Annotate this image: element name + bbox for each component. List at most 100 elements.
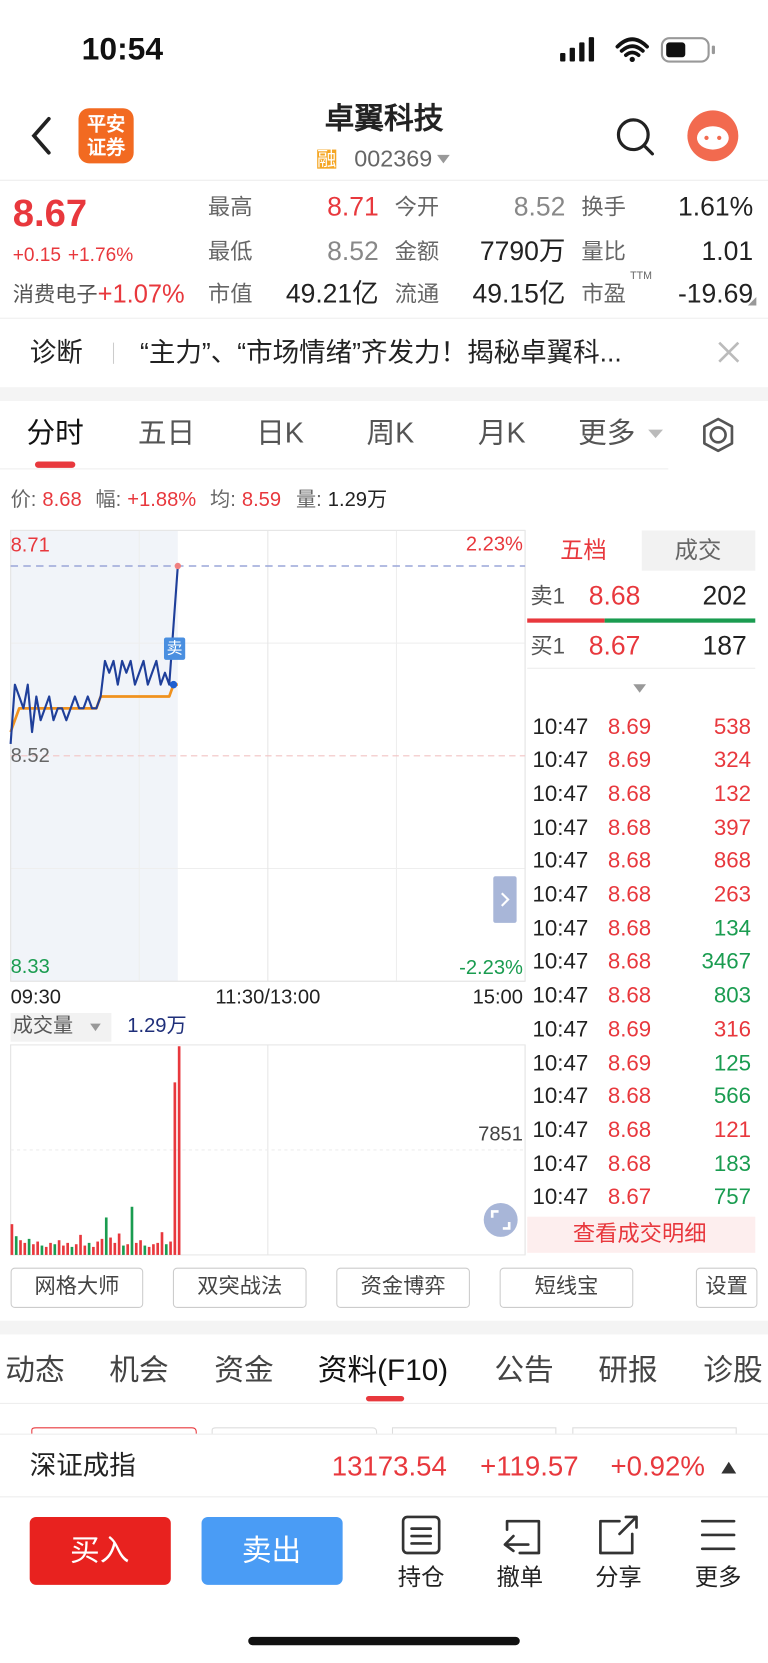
- trade-price: 8.68: [607, 1084, 652, 1109]
- volume-bar: [27, 1238, 31, 1255]
- chart-tab[interactable]: 五日: [137, 416, 196, 449]
- tool-button[interactable]: [172, 1267, 307, 1308]
- code-dropdown[interactable]: [437, 154, 450, 164]
- tool-label[interactable]: 网格大师: [34, 1275, 120, 1299]
- panel-toggle[interactable]: [493, 876, 517, 923]
- cancel-icon[interactable]: [503, 1519, 541, 1555]
- avatar-eye: [704, 135, 709, 141]
- diagnosis-label[interactable]: 诊断: [29, 337, 83, 368]
- trade-time: 10:47: [532, 714, 589, 739]
- book-tab[interactable]: 成交: [674, 536, 722, 564]
- share-icon[interactable]: [599, 1515, 638, 1555]
- volume-bar: [14, 1236, 18, 1255]
- status-time: 10:54: [81, 31, 164, 67]
- trade-price: 8.69: [607, 714, 652, 739]
- back-button[interactable]: [31, 116, 51, 155]
- stat-label: 最低: [207, 239, 253, 264]
- y-tick-label: 7851: [478, 1123, 523, 1145]
- trade-time: 10:47: [532, 1185, 589, 1210]
- margin-badge: 融: [317, 148, 337, 170]
- info-value: +1.88%: [127, 488, 197, 511]
- last-point: [174, 562, 181, 570]
- stat-value: 1.01: [701, 236, 754, 266]
- volume-bar: [143, 1245, 147, 1255]
- trade-price: 8.68: [607, 848, 652, 874]
- tool-button[interactable]: [695, 1267, 758, 1308]
- section-tab[interactable]: 资料(F10): [317, 1353, 449, 1387]
- trade-price: 8.68: [607, 781, 652, 807]
- volume-bar: [32, 1244, 35, 1255]
- stat-value: 1.61%: [677, 191, 754, 222]
- action-label[interactable]: 更多: [694, 1563, 742, 1591]
- info-label: 价:: [10, 488, 37, 511]
- trade-time: 10:47: [532, 815, 589, 840]
- section-tab[interactable]: 诊股: [703, 1353, 763, 1387]
- tool-button[interactable]: [499, 1267, 634, 1308]
- trade-volume: 566: [713, 1084, 752, 1109]
- home-indicator: [248, 1636, 520, 1646]
- chart-tab[interactable]: 分时: [26, 416, 84, 449]
- chart-tab[interactable]: 周K: [366, 416, 415, 449]
- trade-time: 10:47: [532, 1017, 589, 1042]
- stat-value: 7790万: [479, 236, 566, 266]
- trade-volume: 134: [713, 916, 752, 941]
- action-label[interactable]: 持仓: [397, 1563, 445, 1591]
- y-tick-label: 8.33: [11, 956, 50, 978]
- chart-tab[interactable]: 月K: [477, 416, 526, 449]
- chart-tab[interactable]: 更多: [578, 416, 636, 449]
- trade-volume: 183: [713, 1151, 752, 1176]
- diagnosis-text[interactable]: “主力”、“市场情绪”齐发力！揭秘卓翼科...: [140, 337, 622, 368]
- tab-background: [641, 530, 756, 571]
- tool-label[interactable]: 双突战法: [197, 1275, 283, 1299]
- more-icon[interactable]: [700, 1519, 736, 1551]
- chart-tab[interactable]: 日K: [256, 416, 304, 449]
- volume-bar: [160, 1232, 164, 1255]
- trade-price: 8.68: [607, 916, 652, 941]
- last-price: 8.67: [12, 190, 88, 235]
- volume-bar: [19, 1240, 22, 1255]
- sell-depth: [527, 618, 605, 623]
- tool-button[interactable]: [10, 1267, 144, 1308]
- stat-label: 今开: [394, 194, 440, 220]
- trade-volume: 803: [713, 983, 752, 1008]
- action-label[interactable]: 撤单: [496, 1563, 544, 1591]
- section-tab[interactable]: 公告: [494, 1353, 554, 1387]
- trade-time: 10:47: [532, 1050, 589, 1076]
- sell-label[interactable]: 卖出: [241, 1533, 302, 1567]
- action-label[interactable]: 分享: [595, 1563, 642, 1591]
- index-expand[interactable]: [721, 1461, 737, 1474]
- position-icon[interactable]: [401, 1515, 441, 1555]
- tool-label[interactable]: 设置: [705, 1275, 748, 1299]
- sell-button[interactable]: [201, 1516, 343, 1585]
- volume-bar: [36, 1241, 39, 1255]
- tool-label[interactable]: 短线宝: [534, 1275, 599, 1299]
- volume-bar: [104, 1217, 108, 1255]
- tool-label[interactable]: 资金博弈: [360, 1275, 446, 1299]
- more-dropdown: [648, 429, 663, 439]
- trade-volume: 3467: [701, 949, 752, 975]
- book-tab[interactable]: 五档: [560, 536, 607, 564]
- trade-price: 8.68: [607, 1117, 652, 1143]
- card-edge: [31, 1427, 197, 1435]
- section-tab[interactable]: 研报: [598, 1353, 658, 1387]
- volume-bar: [57, 1240, 61, 1255]
- tool-button[interactable]: [336, 1267, 470, 1308]
- buy-label[interactable]: 买入: [69, 1533, 130, 1567]
- section-tab[interactable]: 资金: [214, 1353, 274, 1387]
- detail-link[interactable]: 查看成交明细: [572, 1221, 707, 1246]
- settings-button[interactable]: [709, 426, 727, 444]
- buy-button[interactable]: [29, 1516, 171, 1585]
- stat-label: 最高: [207, 194, 253, 220]
- section-tab[interactable]: 动态: [5, 1353, 65, 1387]
- trade-price: 8.67: [607, 1185, 652, 1210]
- close-button[interactable]: [718, 341, 740, 363]
- section-tab[interactable]: 机会: [109, 1353, 169, 1387]
- stats-expand[interactable]: [747, 297, 757, 306]
- search-handle: [642, 143, 654, 156]
- volume-bar: [164, 1244, 168, 1255]
- search-button[interactable]: [616, 118, 650, 152]
- avg-point: [169, 680, 178, 689]
